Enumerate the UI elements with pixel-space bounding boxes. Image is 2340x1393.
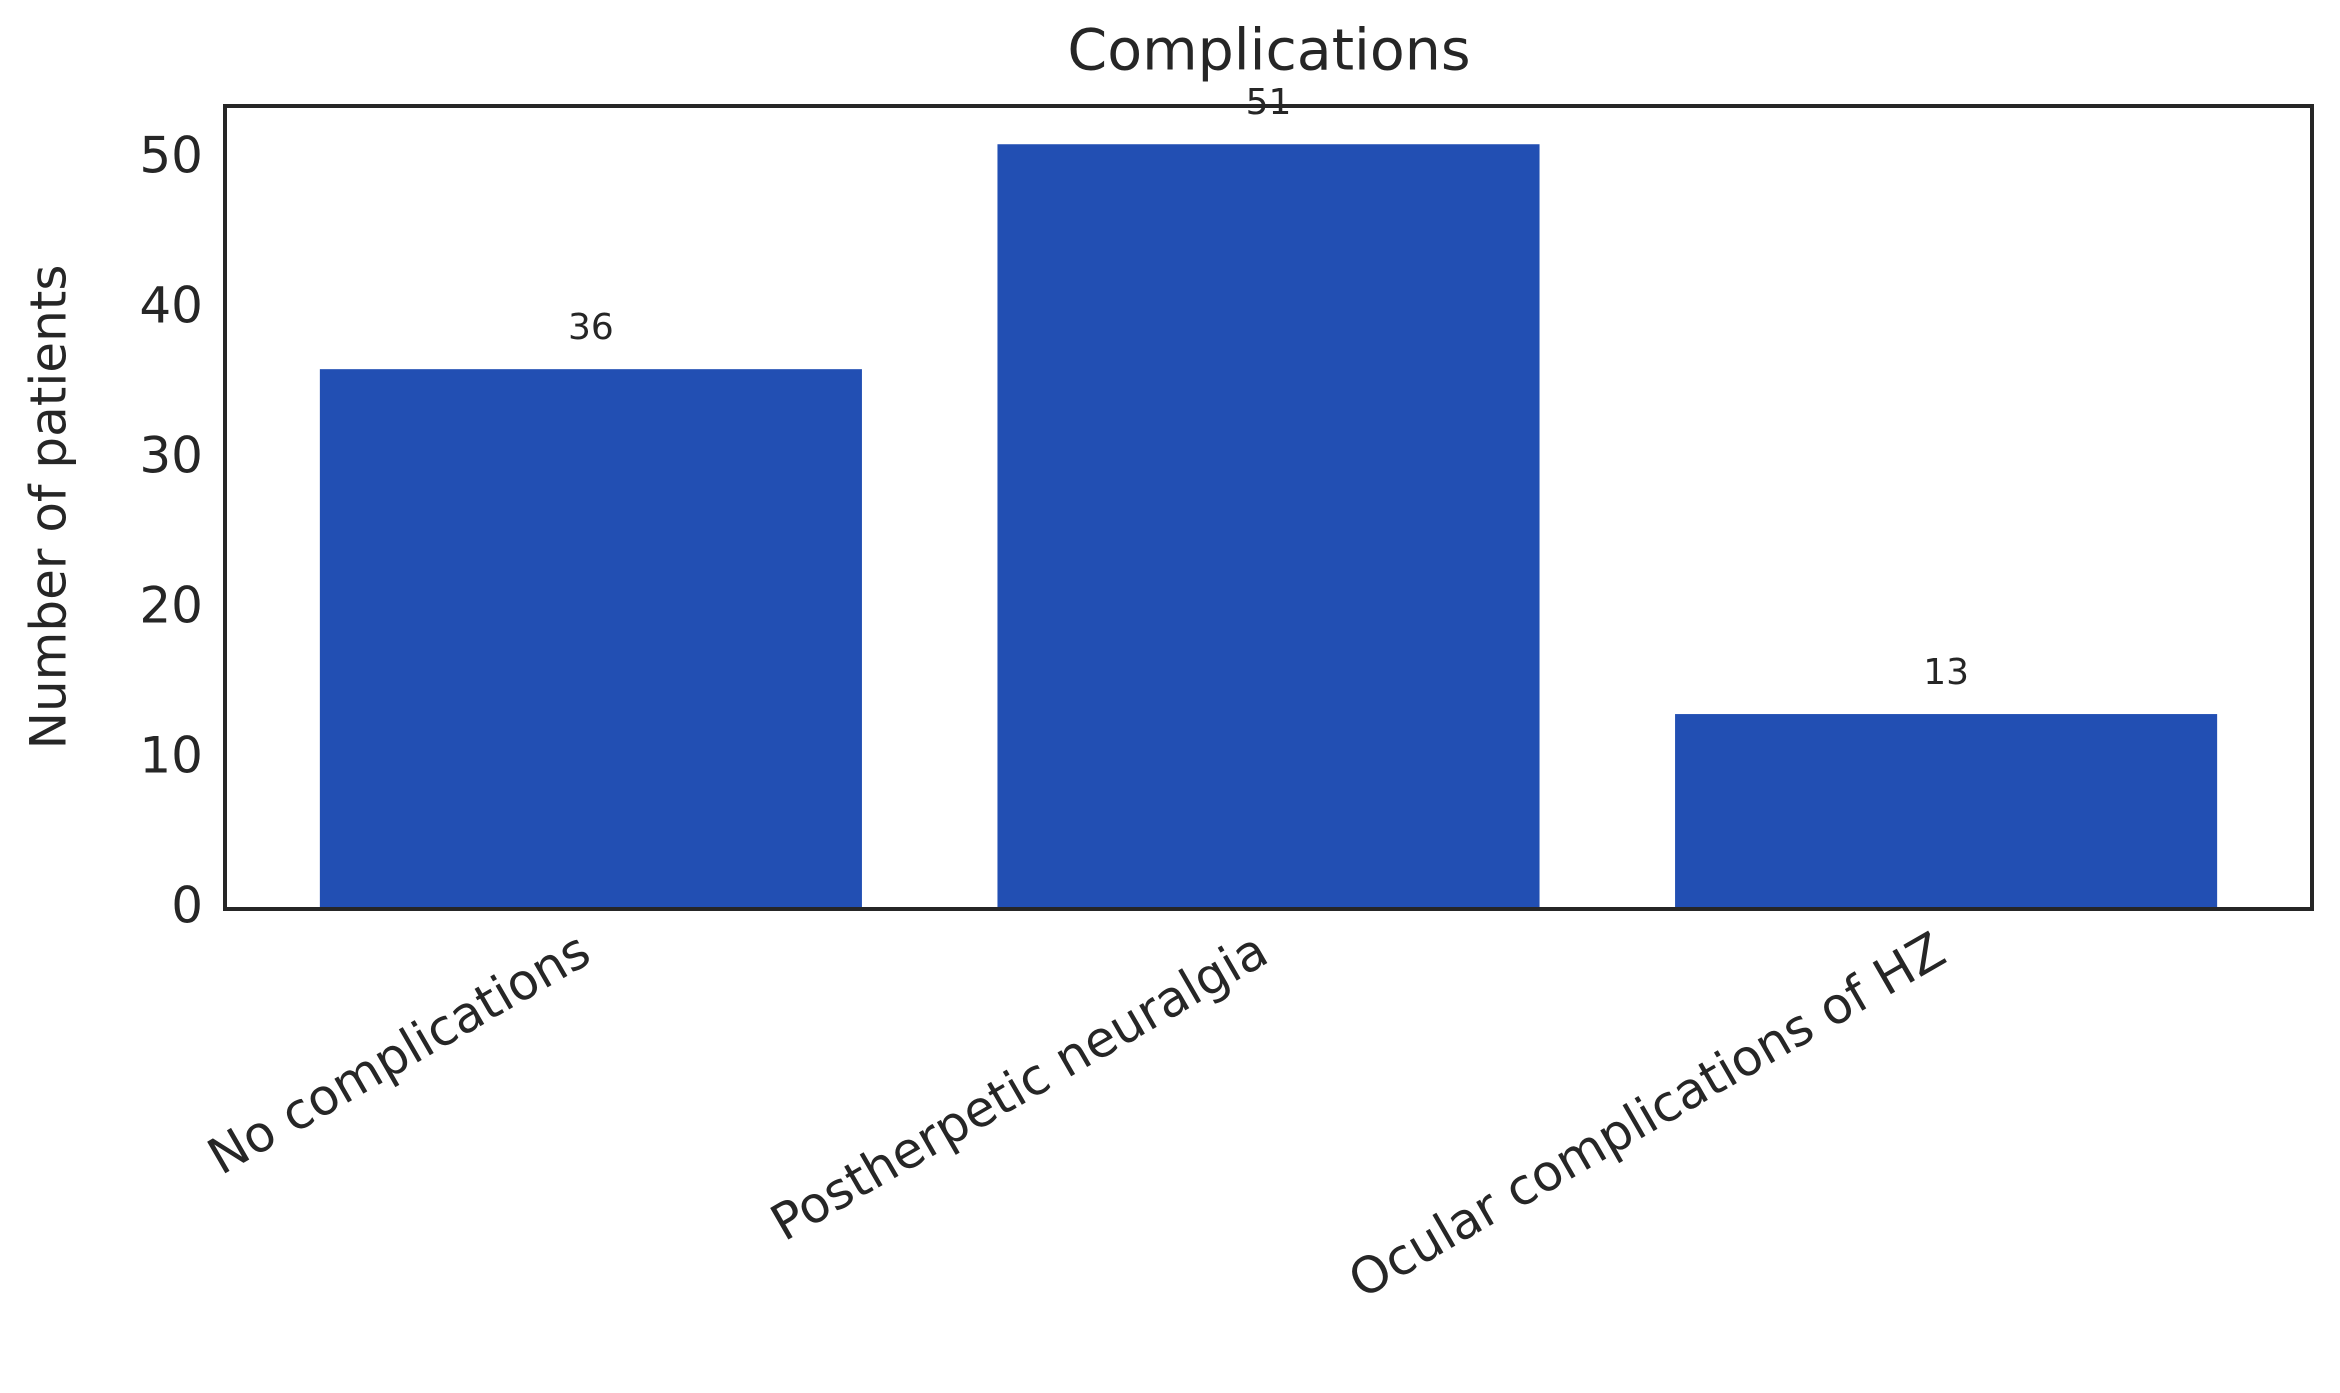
y-tick-label: 10 [139,727,203,785]
x-tick-label: No complications [198,921,600,1186]
x-tick-label: Postherpetic neuralgia [761,921,1277,1252]
bar [1675,714,2218,909]
chart-title: Complications [1067,18,1470,84]
y-tick-label: 40 [139,277,203,335]
x-tick-label: Ocular complications of HZ [1339,921,1955,1310]
y-tick-label: 20 [139,577,203,635]
bar [319,369,862,909]
y-tick-label: 30 [139,427,203,485]
bar [997,144,1540,909]
axes-frame [223,104,2314,911]
value-label: 13 [1923,652,1969,693]
y-axis-label: Number of patients [20,265,78,750]
y-tick-label: 0 [171,877,203,935]
y-tick-label: 50 [139,127,203,185]
value-label: 36 [568,307,614,348]
value-label: 51 [1246,82,1292,123]
